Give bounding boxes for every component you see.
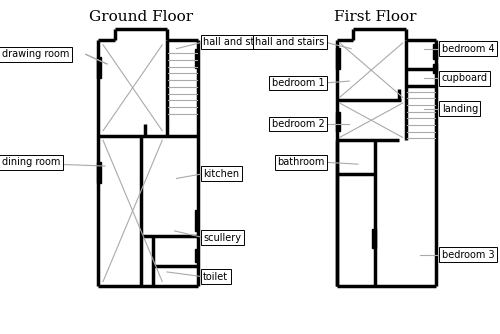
- Text: dining room: dining room: [2, 157, 60, 167]
- Bar: [336, 48, 340, 69]
- Bar: [98, 57, 101, 78]
- Bar: [433, 44, 437, 59]
- Bar: [194, 249, 198, 263]
- Text: bedroom 1: bedroom 1: [272, 78, 324, 88]
- Text: bathroom: bathroom: [277, 157, 324, 167]
- Bar: [336, 112, 340, 131]
- Bar: [194, 49, 198, 68]
- Text: hall and stairs: hall and stairs: [204, 37, 272, 47]
- Text: toilet: toilet: [204, 272, 229, 282]
- Text: landing: landing: [442, 104, 478, 114]
- Text: hall and stairs: hall and stairs: [255, 37, 324, 47]
- Text: kitchen: kitchen: [204, 169, 240, 179]
- Bar: [433, 64, 437, 73]
- Text: cupboard: cupboard: [442, 73, 488, 83]
- Bar: [98, 162, 101, 183]
- Text: Ground Floor: Ground Floor: [89, 10, 194, 24]
- Text: First Floor: First Floor: [334, 10, 416, 24]
- Text: bedroom 2: bedroom 2: [272, 119, 324, 129]
- Bar: [194, 210, 198, 231]
- Bar: [372, 229, 376, 248]
- Text: drawing room: drawing room: [2, 49, 70, 59]
- Text: bedroom 3: bedroom 3: [442, 250, 494, 260]
- Text: scullery: scullery: [204, 232, 242, 242]
- Text: bedroom 4: bedroom 4: [442, 44, 494, 54]
